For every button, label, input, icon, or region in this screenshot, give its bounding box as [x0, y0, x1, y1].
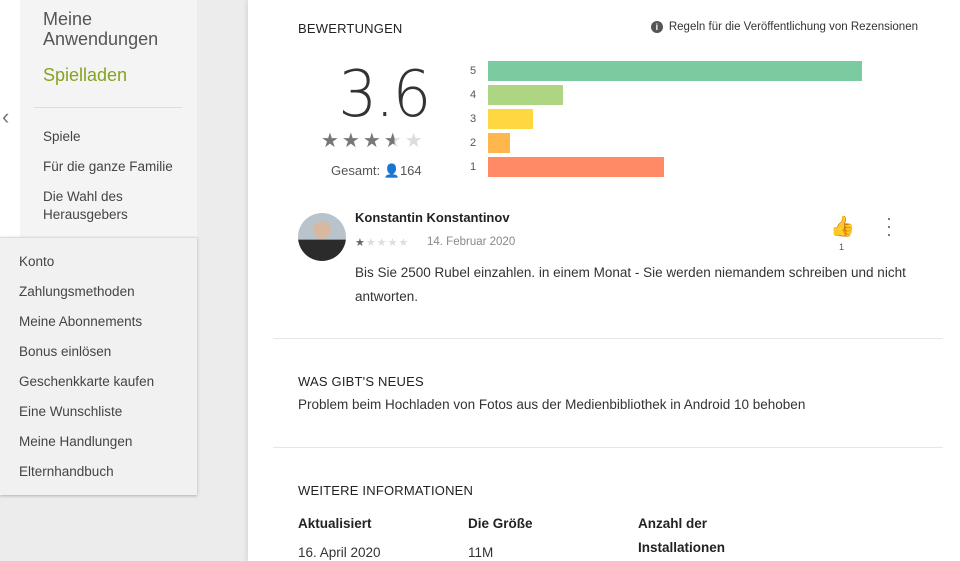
menu-item-gift-card[interactable]: Geschenkkarte kaufen: [19, 374, 155, 389]
thumbs-up-icon[interactable]: 👍: [830, 216, 855, 238]
menu-item-account[interactable]: Konto: [19, 254, 55, 269]
rating-bar-3: 3: [470, 109, 533, 129]
sidebar: Meine Anwendungen Spielladen Spiele Für d…: [20, 0, 197, 237]
rating-bar-5: 5: [470, 61, 862, 81]
rating-bar-label: 1: [470, 161, 477, 173]
rating-bar-label: 2: [470, 137, 477, 149]
review-author: Konstantin Konstantinov: [355, 210, 510, 225]
rating-bar-1: 1: [470, 157, 664, 177]
divider: [273, 338, 943, 339]
menu-item-redeem[interactable]: Bonus einlösen: [19, 344, 112, 359]
size-value: 11M: [468, 545, 494, 560]
rating-bar-label: 4: [470, 89, 477, 101]
menu-item-wishlist[interactable]: Eine Wunschliste: [19, 404, 123, 419]
updated-label: Aktualisiert: [298, 516, 372, 531]
collapse-sidebar-chevron-icon[interactable]: ‹: [2, 104, 10, 129]
rating-bar-2: 2: [470, 133, 511, 153]
store-link[interactable]: Spielladen: [43, 65, 128, 85]
total-ratings: Gesamt: 👤164: [331, 163, 422, 178]
app-details-card: BEWERTUNGEN i Regeln für die Veröffentlic…: [248, 0, 960, 561]
review-rules-link[interactable]: i Regeln für die Veröffentlichung von Rez…: [650, 21, 918, 33]
rating-bar-fill: [488, 109, 533, 129]
rating-bar-fill: [488, 133, 511, 153]
installs-label: Anzahl der Installationen: [638, 516, 726, 555]
average-score: 3.6: [338, 58, 431, 132]
menu-item-subscriptions[interactable]: Meine Abonnements: [19, 314, 143, 329]
average-stars: ★★★★★: [321, 130, 426, 152]
sidebar-item-editors-choice[interactable]: Die Wahl des Herausgebers: [43, 189, 128, 222]
info-icon: i: [650, 21, 663, 33]
sidebar-item-games[interactable]: Spiele: [43, 129, 81, 144]
menu-item-payment[interactable]: Zahlungsmethoden: [19, 284, 135, 299]
updated-value: 16. April 2020: [298, 545, 381, 560]
whats-new-text: Problem beim Hochladen von Fotos aus der…: [298, 397, 806, 412]
rating-bar-fill: [488, 61, 862, 81]
review-date: 14. Februar 2020: [427, 236, 516, 248]
size-label: Die Größe: [468, 516, 533, 531]
more-options-icon[interactable]: · · ·: [886, 208, 892, 244]
left-gutter: [0, 0, 20, 237]
account-menu: Konto Zahlungsmethoden Meine Abonnements…: [0, 237, 197, 495]
rating-bar-fill: [488, 157, 664, 177]
menu-item-activity[interactable]: Meine Handlungen: [19, 434, 133, 449]
person-icon: 👤: [383, 163, 400, 178]
whats-new-heading: WAS GIBT'S NEUES: [298, 374, 424, 389]
my-apps-link[interactable]: Meine Anwendungen: [43, 9, 159, 49]
more-info-heading: WEITERE INFORMATIONEN: [298, 483, 474, 498]
like-count: 1: [839, 242, 845, 252]
divider: [273, 447, 943, 448]
avatar[interactable]: [298, 213, 346, 261]
review-stars: ★★★★★: [355, 237, 410, 249]
rating-bar-4: 4: [470, 85, 563, 105]
menu-item-parent-guide[interactable]: Elternhandbuch: [19, 464, 114, 479]
sidebar-item-family[interactable]: Für die ganze Familie: [43, 159, 173, 174]
ratings-heading: BEWERTUNGEN: [298, 21, 403, 36]
rating-bar-label: 3: [470, 113, 477, 125]
rating-bar-fill: [488, 85, 563, 105]
rating-bar-label: 5: [470, 65, 477, 77]
review-text: Bis Sie 2500 Rubel einzahlen. in einem M…: [355, 265, 906, 304]
divider: [34, 107, 182, 108]
